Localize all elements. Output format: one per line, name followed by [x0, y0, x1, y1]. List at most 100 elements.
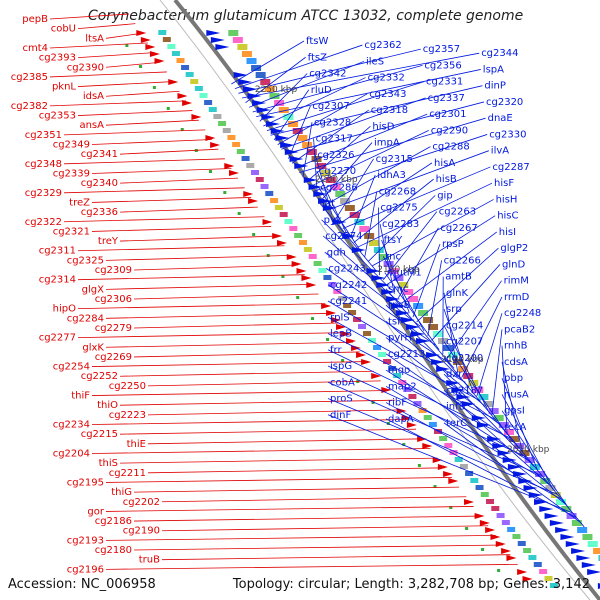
cog-block [349, 212, 360, 218]
cog-block [340, 198, 351, 204]
right-label-line [273, 89, 310, 141]
feature-dot [266, 254, 270, 257]
left-gene-label: cg2322 [25, 217, 62, 228]
left-label-line [161, 525, 489, 532]
left-gene-label: cg2325 [67, 255, 104, 266]
left-gene-label: thiS [99, 458, 118, 469]
right-label-line [270, 85, 483, 136]
left-gene-label: cg2254 [53, 362, 90, 373]
right-gene-label: glnD [502, 259, 525, 270]
reverse-gene-arrow [224, 163, 235, 169]
right-gene-label: dinP [484, 81, 506, 92]
left-label-line [105, 254, 292, 261]
reverse-gene-arrow [422, 443, 433, 449]
left-gene-label: cobU [51, 24, 76, 35]
cog-block [302, 142, 313, 148]
right-label-line [327, 333, 496, 421]
feature-dot [326, 338, 330, 341]
cog-block [398, 282, 409, 288]
cog-block [403, 289, 414, 295]
cog-block [323, 275, 332, 280]
left-gene-label: cg2193 [67, 535, 104, 546]
cog-block [459, 464, 468, 469]
right-label-line [263, 77, 366, 127]
right-label-line [491, 329, 503, 416]
reverse-gene-arrow [182, 100, 193, 106]
scale-label: 2200 kbp [315, 175, 358, 185]
right-label-line [443, 373, 535, 467]
cog-block [475, 485, 484, 490]
cog-block [413, 401, 422, 406]
cog-block [194, 86, 203, 91]
reverse-gene-arrow [371, 373, 382, 379]
right-label-line [326, 268, 436, 346]
left-gene-label: cg2339 [53, 168, 90, 179]
left-gene-label: truB [139, 555, 160, 566]
left-gene-label: cg2340 [81, 178, 118, 189]
right-label-line [299, 117, 486, 173]
reverse-gene-arrow [437, 464, 448, 470]
reverse-gene-arrow [191, 114, 202, 120]
right-gene-label: cg2307 [312, 101, 349, 112]
reverse-gene-arrow [248, 198, 259, 204]
right-gene-label: ftsZ [308, 52, 327, 63]
cog-block [306, 149, 317, 155]
right-gene-label: gdh [327, 247, 346, 258]
right-label-line [501, 361, 523, 453]
cog-block [358, 324, 367, 329]
reverse-gene-arrow [262, 219, 273, 225]
right-gene-label: hisI [499, 227, 516, 238]
reverse-gene-arrow [495, 541, 506, 547]
reverse-gene-arrow [210, 142, 221, 148]
reverse-gene-arrow [177, 93, 188, 99]
right-gene-label: cg2317 [316, 134, 353, 145]
forward-gene-arrow [376, 282, 391, 288]
cog-block [260, 79, 271, 85]
left-gene-label: cg2269 [95, 352, 132, 363]
right-label-line [321, 219, 391, 290]
cog-block [335, 191, 346, 197]
right-gene-label: glnK [446, 288, 468, 299]
left-gene-label: cg2390 [67, 62, 104, 73]
forward-gene-arrow [461, 401, 476, 407]
right-gene-label: cg2287 [492, 162, 529, 173]
left-gene-label: cg2204 [53, 448, 90, 459]
forward-gene-arrow [544, 513, 559, 519]
forward-gene-arrow [270, 128, 285, 134]
cog-block [449, 450, 458, 455]
right-gene-label: infB [446, 402, 466, 413]
left-label-line [105, 283, 312, 290]
right-label-line [416, 247, 499, 323]
feature-dot [449, 506, 453, 509]
left-label-line [105, 90, 180, 97]
right-label-line [385, 304, 470, 388]
right-gene-label: hisA [434, 158, 455, 169]
cog-block [297, 135, 308, 141]
right-gene-label: pcaB2 [504, 324, 535, 335]
right-gene-label: cg2290 [431, 125, 468, 136]
feature-dot [465, 527, 469, 530]
right-label-line [335, 158, 374, 220]
left-label-line [91, 361, 367, 367]
cog-block [308, 254, 317, 259]
left-label-line [119, 206, 258, 213]
feature-dot [237, 212, 241, 215]
right-label-line [385, 353, 516, 444]
forward-gene-arrow [560, 534, 575, 540]
cog-block [288, 121, 299, 127]
left-gene-label: idsA [83, 91, 104, 102]
feature-dot [152, 86, 156, 89]
forward-gene-arrow [210, 37, 225, 43]
cog-block [549, 583, 558, 588]
cog-block [274, 100, 285, 106]
forward-gene-arrow [401, 317, 416, 323]
right-gene-label: ileS [366, 56, 384, 67]
reverse-gene-arrow [485, 527, 496, 533]
scale-label: 2150 kbp [377, 265, 420, 275]
right-label-line [295, 113, 428, 169]
left-label-line [49, 42, 148, 49]
left-gene-label: cg2348 [25, 159, 62, 170]
cog-block [348, 310, 357, 315]
right-label-line [291, 109, 370, 164]
cog-block [463, 373, 474, 379]
